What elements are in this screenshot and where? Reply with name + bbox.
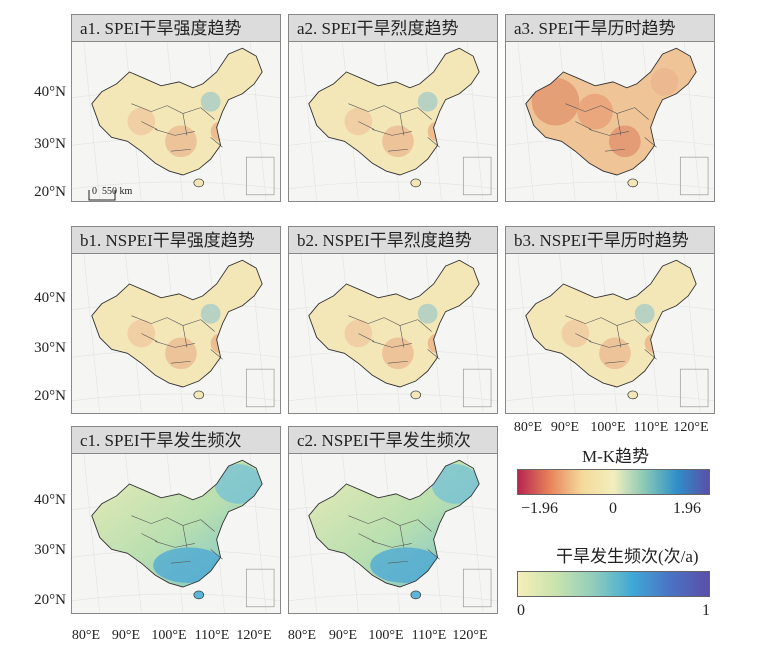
lon-label-110-c1: 110°E bbox=[194, 628, 230, 643]
panel-title: b3. NSPEI干旱历时趋势 bbox=[505, 226, 715, 254]
mk-tick-neg: −1.96 bbox=[521, 500, 559, 517]
lat-label-40-b: 40°N bbox=[34, 290, 66, 306]
panel-title: a1. SPEI干旱强度趋势 bbox=[71, 14, 281, 42]
lon-label-90-c2: 90°E bbox=[328, 628, 358, 643]
scale-bar-line bbox=[88, 190, 116, 201]
map-b1 bbox=[71, 254, 281, 414]
china-map bbox=[506, 254, 714, 413]
panel-a2: a2. SPEI干旱烈度趋势 bbox=[288, 14, 498, 202]
map-b2 bbox=[288, 254, 498, 414]
mk-tick-pos: 1.96 bbox=[673, 500, 701, 517]
lat-label-30-c: 30°N bbox=[34, 542, 66, 558]
china-map bbox=[289, 254, 497, 413]
mk-tick-zero: 0 bbox=[609, 500, 617, 517]
china-map bbox=[72, 454, 280, 613]
lon-label-110-b3: 110°E bbox=[633, 420, 669, 435]
panel-title: b1. NSPEI干旱强度趋势 bbox=[71, 226, 281, 254]
lat-label-30-b: 30°N bbox=[34, 340, 66, 356]
scale-bar-label: 0 550 km bbox=[92, 186, 133, 197]
lat-label-20-b: 20°N bbox=[34, 388, 66, 404]
lat-label-20-c: 20°N bbox=[34, 592, 66, 608]
map-c1 bbox=[71, 454, 281, 614]
panel-title: a2. SPEI干旱烈度趋势 bbox=[288, 14, 498, 42]
lon-label-120-c1: 120°E bbox=[236, 628, 272, 643]
freq-colorbar bbox=[517, 571, 710, 597]
mk-legend-title: M-K趋势 bbox=[582, 447, 650, 466]
panel-b1: b1. NSPEI干旱强度趋势 bbox=[71, 226, 281, 414]
china-map bbox=[289, 42, 497, 201]
panel-a3: a3. SPEI干旱历时趋势 bbox=[505, 14, 715, 202]
panel-b3: b3. NSPEI干旱历时趋势 bbox=[505, 226, 715, 414]
panel-title: a3. SPEI干旱历时趋势 bbox=[505, 14, 715, 42]
map-b3 bbox=[505, 254, 715, 414]
lon-label-100-b3: 100°E bbox=[590, 420, 626, 435]
map-a3 bbox=[505, 42, 715, 202]
freq-legend-title: 干旱发生频次(次/a) bbox=[556, 547, 699, 566]
mk-colorbar bbox=[517, 469, 710, 495]
lon-label-80-c2: 80°E bbox=[287, 628, 317, 643]
lat-label-20-a: 20°N bbox=[34, 184, 66, 200]
map-c2 bbox=[288, 454, 498, 614]
lon-label-100-c1: 100°E bbox=[151, 628, 187, 643]
panel-c1: c1. SPEI干旱发生频次 bbox=[71, 426, 281, 614]
panel-b2: b2. NSPEI干旱烈度趋势 bbox=[288, 226, 498, 414]
lat-label-30-a: 30°N bbox=[34, 136, 66, 152]
lon-label-80-b3: 80°E bbox=[513, 420, 543, 435]
lon-label-110-c2: 110°E bbox=[411, 628, 447, 643]
panel-title: c2. NSPEI干旱发生频次 bbox=[288, 426, 498, 454]
lon-label-100-c2: 100°E bbox=[368, 628, 404, 643]
lon-label-120-b3: 120°E bbox=[673, 420, 709, 435]
china-map bbox=[506, 42, 714, 201]
scale-bar: 0 550 km bbox=[88, 186, 148, 204]
lon-label-80-c1: 80°E bbox=[71, 628, 101, 643]
lon-label-120-c2: 120°E bbox=[452, 628, 488, 643]
china-map bbox=[72, 254, 280, 413]
lat-label-40-a: 40°N bbox=[34, 84, 66, 100]
map-a2 bbox=[288, 42, 498, 202]
freq-tick-max: 1 bbox=[702, 602, 710, 619]
panel-title: c1. SPEI干旱发生频次 bbox=[71, 426, 281, 454]
china-map bbox=[289, 454, 497, 613]
map-a1 bbox=[71, 42, 281, 202]
lat-label-40-c: 40°N bbox=[34, 492, 66, 508]
panel-a1: a1. SPEI干旱强度趋势 bbox=[71, 14, 281, 202]
lon-label-90-c1: 90°E bbox=[111, 628, 141, 643]
panel-c2: c2. NSPEI干旱发生频次 bbox=[288, 426, 498, 614]
china-map bbox=[72, 42, 280, 201]
freq-tick-min: 0 bbox=[517, 602, 525, 619]
panel-title: b2. NSPEI干旱烈度趋势 bbox=[288, 226, 498, 254]
lon-label-90-b3: 90°E bbox=[550, 420, 580, 435]
